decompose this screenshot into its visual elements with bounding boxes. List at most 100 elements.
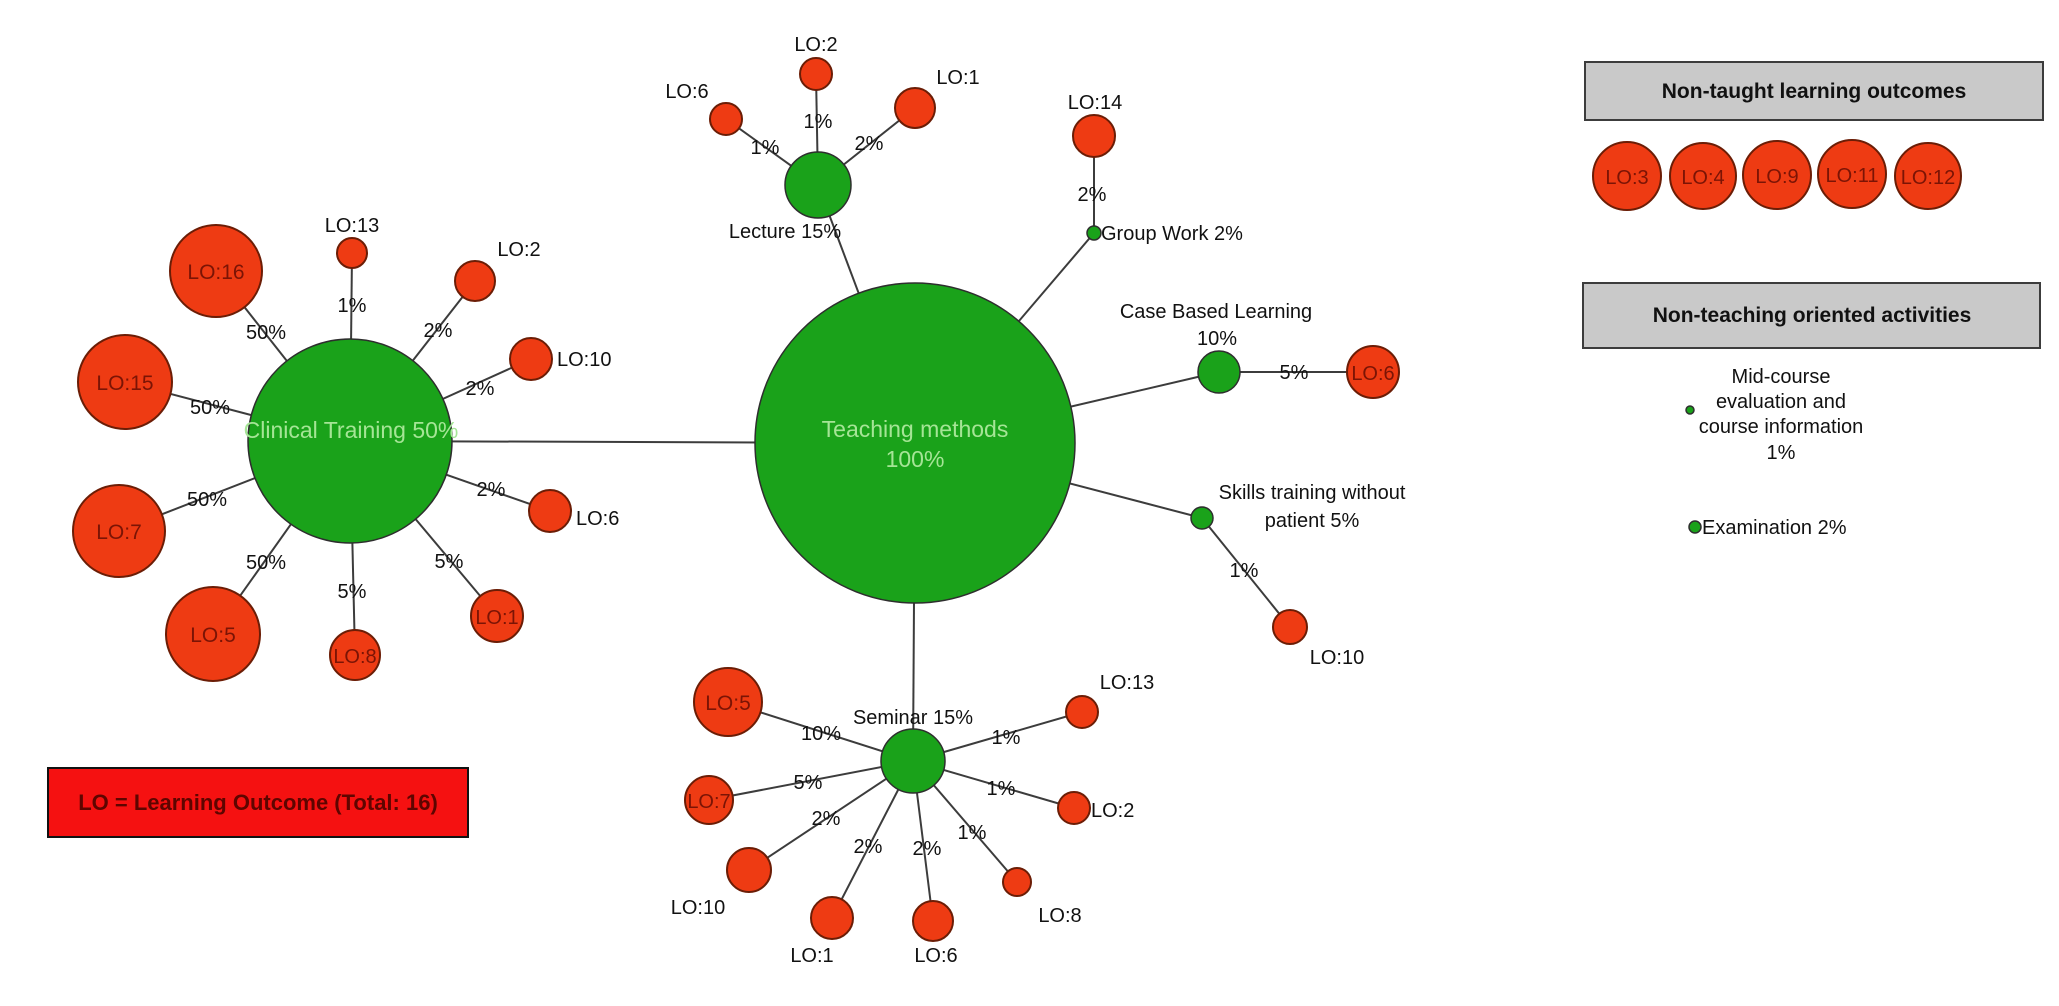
clinical-lo6-node — [528, 489, 572, 533]
mid-course-label-line3: course information — [1699, 416, 1864, 438]
non-taught-lo3-node — [1592, 141, 1662, 211]
edge-seminar-lo7 — [708, 760, 914, 801]
clinical-lo13-node — [336, 237, 368, 269]
clinical-lo6-label: LO:6 — [576, 508, 619, 530]
clinical-lo6-pct: 2% — [477, 479, 506, 501]
mid-course-dot — [1685, 405, 1695, 415]
clinical-lo16-label: LO:16 — [187, 261, 244, 284]
skills-training-label-line2: patient 5% — [1265, 510, 1360, 532]
seminar-lo1-node — [810, 896, 854, 940]
seminar-lo6-label: LO:6 — [914, 945, 957, 967]
clinical-lo15-node — [77, 334, 173, 430]
clinical-lo1-label: LO:1 — [475, 607, 518, 629]
mid-course-label-line1: Mid-course — [1732, 366, 1831, 388]
teaching-methods-node — [754, 282, 1076, 604]
seminar-lo10-node — [726, 847, 772, 893]
clinical-lo8-label: LO:8 — [333, 646, 376, 668]
lecture-lo1-label: LO:1 — [936, 67, 979, 89]
seminar-node — [880, 728, 946, 794]
case-based-label-line2: 10% — [1197, 328, 1237, 350]
lecture-node — [784, 151, 852, 219]
non-taught-lo4-label: LO:4 — [1681, 167, 1724, 189]
clinical-lo5-pct: 50% — [246, 552, 286, 574]
clinical-lo2-pct: 2% — [424, 320, 453, 342]
seminar-lo8-label: LO:8 — [1038, 905, 1081, 927]
seminar-lo6-pct: 2% — [913, 838, 942, 860]
edge-skills-lo10 — [1201, 517, 1291, 628]
mid-course-label-line4: 1% — [1767, 442, 1796, 464]
lecture-label: Lecture 15% — [729, 221, 842, 243]
seminar-lo8-node — [1002, 867, 1032, 897]
non-taught-lo9-node — [1742, 140, 1812, 210]
case-based-label-line1: Case Based Learning — [1120, 301, 1312, 323]
casebased-lo6-node — [1346, 345, 1400, 399]
seminar-lo10-label: LO:10 — [671, 897, 725, 919]
non-taught-lo12-node — [1894, 142, 1962, 210]
non-taught-header: Non-taught learning outcomes — [1662, 80, 1967, 103]
seminar-lo13-label: LO:13 — [1100, 672, 1154, 694]
seminar-label: Seminar 15% — [853, 707, 973, 729]
seminar-lo10-pct: 2% — [812, 808, 841, 830]
legend-text: LO = Learning Outcome (Total: 16) — [78, 790, 438, 815]
lecture-lo2-label: LO:2 — [794, 34, 837, 56]
clinical-lo13-pct: 1% — [338, 295, 367, 317]
examination-dot — [1688, 520, 1702, 534]
lecture-lo6-label: LO:6 — [665, 81, 708, 103]
seminar-lo6-node — [912, 900, 954, 942]
non-taught-lo11-label: LO:11 — [1826, 165, 1879, 187]
teaching-methods-label-line1: Teaching methods — [822, 416, 1009, 442]
edge-seminar-lo10 — [748, 760, 914, 871]
clinical-lo13-label: LO:13 — [325, 215, 379, 237]
seminar-lo1-pct: 2% — [854, 836, 883, 858]
groupwork-lo14-pct: 2% — [1078, 184, 1107, 206]
group-work-node — [1086, 225, 1102, 241]
seminar-lo8-pct: 1% — [958, 822, 987, 844]
clinical-lo2-label: LO:2 — [497, 239, 540, 261]
casebased-lo6-pct: 5% — [1280, 362, 1309, 384]
examination-label: Examination 2% — [1702, 517, 1847, 539]
case-based-node — [1197, 350, 1241, 394]
non-taught-lo3-label: LO:3 — [1605, 167, 1648, 189]
clinical-lo10-pct: 2% — [466, 378, 495, 400]
casebased-lo6-label: LO:6 — [1351, 363, 1394, 385]
legend-box — [47, 767, 469, 838]
non-teaching-header: Non-teaching oriented activities — [1653, 304, 1972, 327]
skills-lo10-node — [1272, 609, 1308, 645]
seminar-lo5-node — [693, 667, 763, 737]
non-teaching-header-box — [1582, 282, 2041, 349]
clinical-lo7-node — [72, 484, 166, 578]
non-taught-header-box — [1584, 61, 2044, 121]
clinical-lo16-pct: 50% — [246, 322, 286, 344]
seminar-lo13-node — [1065, 695, 1099, 729]
seminar-lo7-pct: 5% — [794, 772, 823, 794]
non-taught-lo12-label: LO:12 — [1901, 167, 1955, 189]
clinical-training-label: Clinical Training 50% — [244, 417, 459, 443]
skills-lo10-label: LO:10 — [1310, 647, 1364, 669]
clinical-lo15-label: LO:15 — [96, 372, 153, 395]
seminar-lo2-node — [1057, 791, 1091, 825]
clinical-lo5-node — [165, 586, 261, 682]
clinical-lo1-node — [470, 589, 524, 643]
lecture-lo1-pct: 2% — [855, 133, 884, 155]
skills-lo10-pct: 1% — [1230, 560, 1259, 582]
seminar-lo1-label: LO:1 — [790, 945, 833, 967]
clinical-lo10-node — [509, 337, 553, 381]
seminar-lo5-label: LO:5 — [705, 692, 751, 715]
lecture-lo6-node — [709, 102, 743, 136]
clinical-lo1-pct: 5% — [435, 551, 464, 573]
clinical-lo10-label: LO:10 — [557, 349, 611, 371]
clinical-lo8-pct: 5% — [338, 581, 367, 603]
group-work-label: Group Work 2% — [1101, 223, 1243, 245]
non-taught-lo11-node — [1817, 139, 1887, 209]
skills-training-label-line1: Skills training without — [1219, 482, 1406, 504]
seminar-lo13-pct: 1% — [992, 727, 1021, 749]
teaching-methods-label-line2: 100% — [886, 446, 945, 472]
lecture-lo1-node — [894, 87, 936, 129]
skills-training-node — [1190, 506, 1214, 530]
seminar-lo5-pct: 10% — [801, 723, 841, 745]
seminar-lo7-node — [684, 775, 734, 825]
clinical-lo7-pct: 50% — [187, 489, 227, 511]
clinical-lo5-label: LO:5 — [190, 624, 236, 647]
lecture-lo6-pct: 1% — [751, 137, 780, 159]
